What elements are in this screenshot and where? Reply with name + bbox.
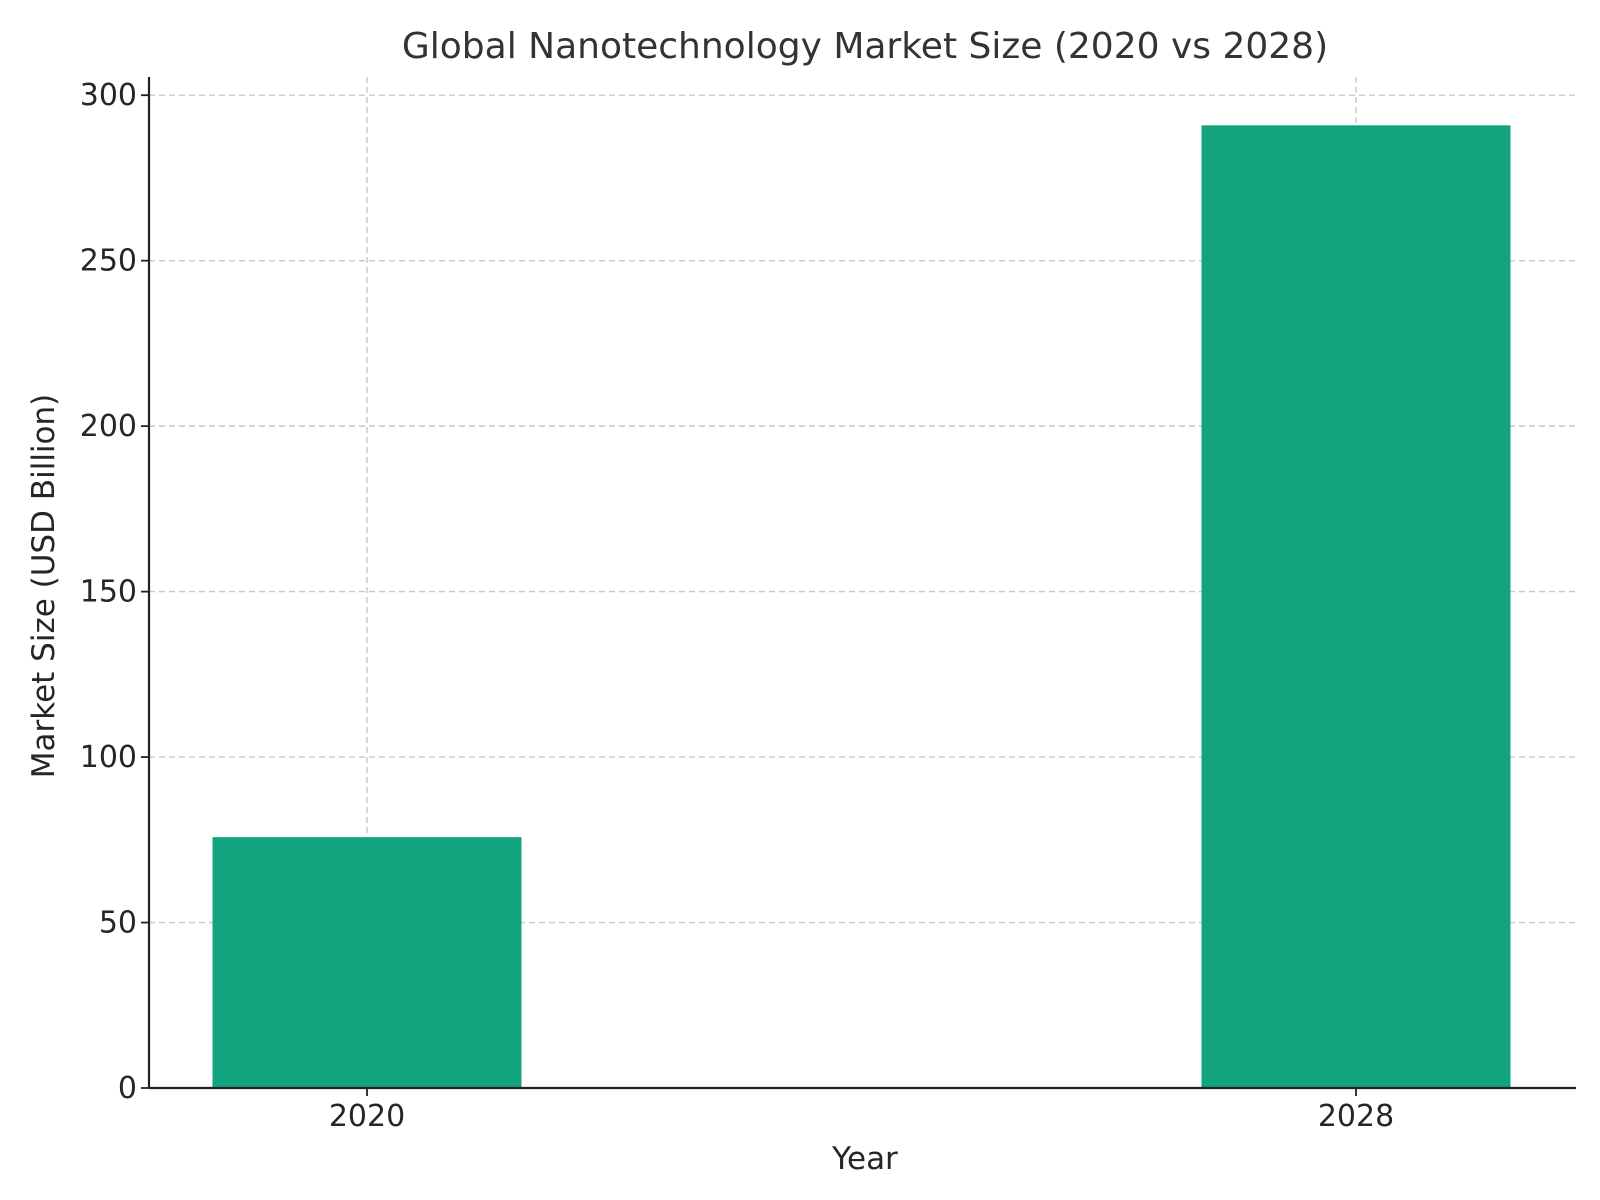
y-tick-label-0: 0 xyxy=(118,1071,137,1106)
y-axis-label: Market Size (USD Billion) xyxy=(26,394,62,779)
y-tick-label-50: 50 xyxy=(99,906,137,941)
bar-2020[interactable] xyxy=(212,837,522,1088)
bar-2028[interactable] xyxy=(1201,125,1511,1088)
y-tick-label-150: 150 xyxy=(80,575,137,610)
y-tick-label-200: 200 xyxy=(80,409,137,444)
y-tick-label-100: 100 xyxy=(80,740,137,775)
bars-layer xyxy=(212,125,1511,1088)
ticks-layer: 0 50 100 150 200 250 300 2020 2028 xyxy=(80,78,1394,1134)
chart-title: Global Nanotechnology Market Size (2020 … xyxy=(402,26,1328,67)
x-axis-label: Year xyxy=(831,1141,898,1177)
y-tick-label-250: 250 xyxy=(80,244,137,279)
y-tick-label-300: 300 xyxy=(80,78,137,113)
x-tick-label-2020: 2020 xyxy=(329,1099,405,1134)
axes-layer xyxy=(147,77,1576,1090)
x-tick-label-2028: 2028 xyxy=(1318,1099,1394,1134)
